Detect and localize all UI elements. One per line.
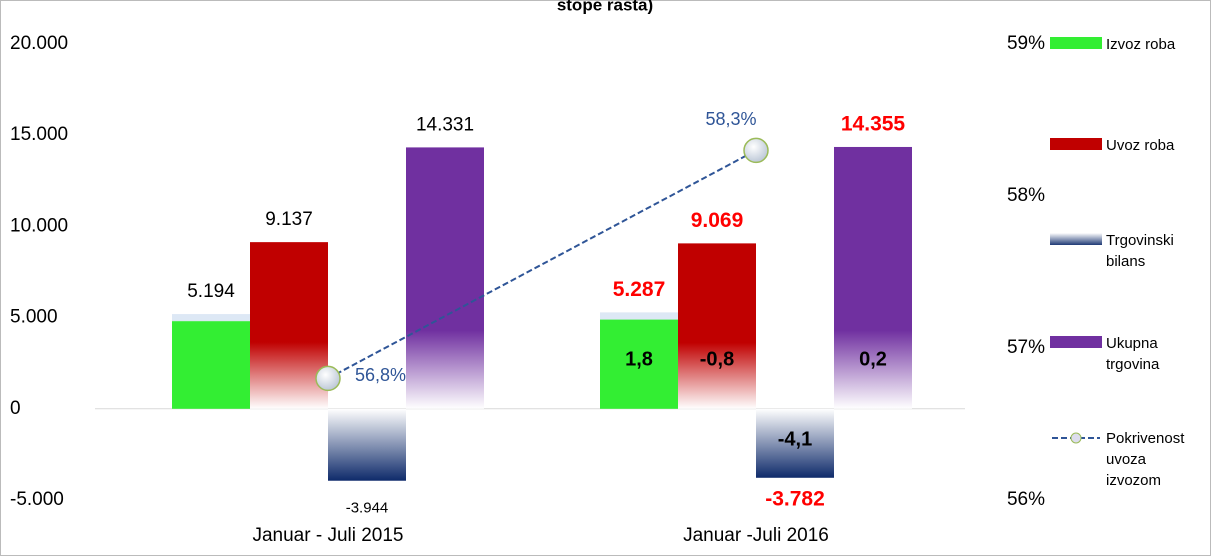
legend-line bbox=[1052, 432, 1100, 444]
line-value-label: 58,3% bbox=[705, 109, 756, 129]
line-marker bbox=[743, 137, 769, 164]
x-tick-label: Januar - Juli 2015 bbox=[252, 525, 403, 546]
bar bbox=[834, 146, 912, 409]
bar bbox=[678, 243, 756, 409]
y2-tick-label: 58% bbox=[1007, 185, 1045, 206]
bar bbox=[172, 314, 250, 409]
value-label: -3.782 bbox=[765, 487, 825, 510]
legend-label: Ukupna trgovina bbox=[1106, 335, 1160, 373]
legend-label: Uvoz roba bbox=[1106, 137, 1175, 154]
y-tick-label: -5.000 bbox=[10, 489, 64, 510]
legend-item: Uvoz roba bbox=[1050, 135, 1196, 156]
legend-item: Pokrivenost uvoza izvozom bbox=[1050, 428, 1196, 491]
bar bbox=[756, 408, 834, 478]
y-tick-label: 0 bbox=[10, 398, 21, 419]
y2-tick-label: 59% bbox=[1007, 33, 1045, 54]
value-label: 5.287 bbox=[613, 278, 666, 301]
value-label: 9.069 bbox=[691, 209, 744, 232]
bar bbox=[250, 242, 328, 409]
y2-tick-label: 56% bbox=[1007, 489, 1045, 510]
growth-label: -0,8 bbox=[700, 348, 734, 370]
legend-swatch bbox=[1050, 233, 1102, 245]
line-marker bbox=[315, 365, 341, 392]
value-label: 14.355 bbox=[841, 113, 906, 136]
legend-item: Ukupna trgovina bbox=[1050, 333, 1196, 375]
legend-swatch bbox=[1050, 37, 1102, 49]
growth-label: 0,2 bbox=[859, 348, 887, 370]
y-tick-label: 5.000 bbox=[10, 307, 58, 328]
legend-label: Trgovinski bilans bbox=[1106, 232, 1174, 270]
y-tick-label: 15.000 bbox=[10, 124, 68, 145]
y2-tick-label: 57% bbox=[1007, 337, 1045, 358]
line-value-label: 56,8% bbox=[355, 365, 406, 385]
legend-item: Izvoz roba bbox=[1050, 34, 1196, 55]
x-tick-label: Januar -Juli 2016 bbox=[683, 525, 829, 546]
legend-swatch bbox=[1050, 431, 1102, 445]
growth-label: -4,1 bbox=[778, 428, 812, 450]
legend-label: Izvoz roba bbox=[1106, 36, 1176, 53]
legend-label: Pokrivenost uvoza izvozom bbox=[1106, 430, 1185, 489]
value-label: 5.194 bbox=[187, 281, 235, 302]
y-tick-label: 10.000 bbox=[10, 215, 68, 236]
value-label: 9.137 bbox=[265, 209, 313, 230]
bar bbox=[406, 147, 484, 409]
chart-title: stope rasta) bbox=[557, 0, 653, 14]
legend-swatch bbox=[1050, 138, 1102, 150]
value-label: 14.331 bbox=[416, 114, 474, 135]
bar bbox=[600, 312, 678, 409]
bar bbox=[328, 408, 406, 481]
value-label: -3.944 bbox=[346, 500, 389, 517]
y-tick-label: 20.000 bbox=[10, 33, 68, 54]
growth-label: 1,8 bbox=[625, 348, 653, 370]
legend-item: Trgovinski bilans bbox=[1050, 230, 1196, 272]
legend-swatch bbox=[1050, 336, 1102, 348]
